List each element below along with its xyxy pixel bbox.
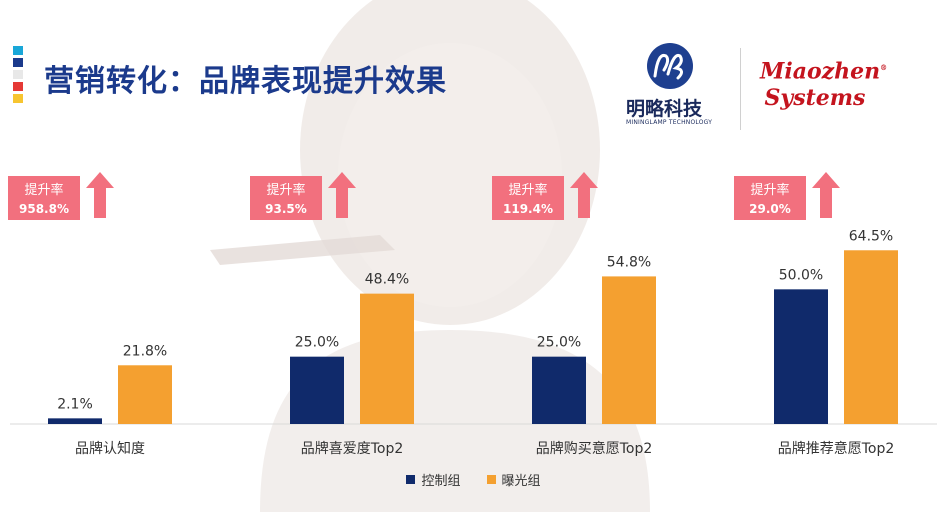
uplift-value-1: 93.5% (265, 202, 307, 216)
uplift-value-0: 958.8% (19, 202, 69, 216)
mininglamp-logo: 明略科技 MININGLAMP TECHNOLOGY (618, 42, 728, 132)
miaozhen-logo: Miaozhen® Systems (760, 58, 888, 112)
strip-red (13, 82, 23, 91)
value-label-control-1: 25.0% (295, 335, 339, 351)
bar-control-1 (290, 356, 344, 424)
uplift-badge-0 (8, 176, 80, 220)
value-label-control-3: 50.0% (779, 267, 823, 283)
up-arrow-icon-2 (570, 172, 598, 218)
strip-navy (13, 58, 23, 67)
category-label-0: 品牌认知度 (75, 440, 145, 457)
legend-swatch-control (406, 475, 416, 484)
value-label-control-0: 2.1% (57, 396, 93, 412)
uplift-label-3: 提升率 (750, 182, 789, 198)
value-label-exposed-2: 54.8% (607, 254, 651, 270)
uplift-badge-2 (492, 176, 564, 220)
up-arrow-icon-0 (86, 172, 114, 218)
legend-label-control: 控制组 (421, 474, 461, 489)
bar-control-0 (48, 418, 102, 424)
bar-exposed-2 (602, 276, 656, 424)
uplift-value-3: 29.0% (749, 202, 791, 216)
chart-legend: 控制组 曝光组 (0, 470, 947, 489)
page-title: 营销转化：品牌表现提升效果 (44, 64, 447, 99)
strip-cyan (13, 46, 23, 55)
bar-exposed-1 (360, 293, 414, 424)
bar-exposed-3 (844, 250, 898, 424)
mininglamp-cn-name: 明略科技 (626, 98, 703, 120)
bar-control-2 (532, 356, 586, 424)
category-label-1: 品牌喜爱度Top2 (301, 440, 404, 457)
strip-yellow (13, 94, 23, 103)
up-arrow-icon-3 (812, 172, 840, 218)
legend-swatch-exposed (486, 475, 496, 484)
uplift-label-2: 提升率 (508, 182, 547, 198)
miaozhen-line2: Systems (764, 85, 866, 112)
bar-exposed-0 (118, 365, 172, 424)
strip-gray (13, 70, 23, 79)
legend-label-exposed: 曝光组 (501, 474, 541, 489)
value-label-control-2: 25.0% (537, 335, 581, 351)
value-label-exposed-0: 21.8% (123, 343, 167, 359)
category-label-2: 品牌购买意愿Top2 (536, 440, 653, 457)
uplift-value-2: 119.4% (503, 202, 553, 216)
logo-divider (740, 48, 741, 130)
value-label-exposed-1: 48.4% (365, 272, 409, 288)
mininglamp-en-name: MININGLAMP TECHNOLOGY (626, 119, 713, 126)
uplift-label-0: 提升率 (24, 182, 63, 198)
mininglamp-emblem-icon (647, 43, 693, 89)
bar-control-3 (774, 289, 828, 424)
uplift-badge-1 (250, 176, 322, 220)
uplift-label-1: 提升率 (266, 182, 305, 198)
miaozhen-line1: Miaozhen (760, 58, 881, 85)
category-label-3: 品牌推荐意愿Top2 (778, 440, 895, 457)
legend-item-exposed: 曝光组 (486, 470, 541, 489)
color-strip-decoration (13, 46, 23, 106)
value-label-exposed-3: 64.5% (849, 228, 893, 244)
up-arrow-icon-1 (328, 172, 356, 218)
uplift-badge-3 (734, 176, 806, 220)
legend-item-control: 控制组 (406, 470, 461, 489)
